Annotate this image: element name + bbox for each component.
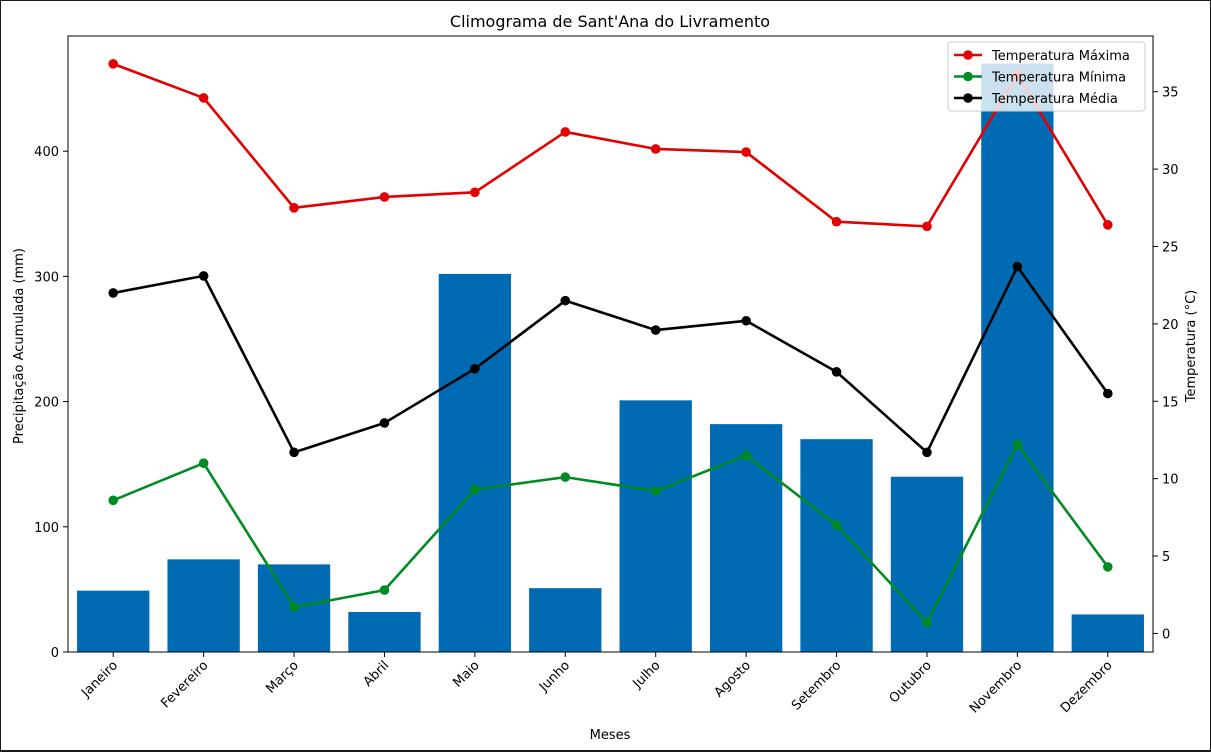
- right-tick-label: 15: [1162, 395, 1179, 410]
- series-2-point-fevereiro: [198, 271, 209, 281]
- series-1-point-setembro: [831, 520, 842, 530]
- series-group-2: [108, 261, 1113, 458]
- right-y-axis: 0 5 10 15 20 25 30 35: [1153, 86, 1179, 642]
- x-tick-label-julho: Julho: [630, 658, 664, 692]
- series-0-point-março: [289, 202, 299, 213]
- series-1-point-outubro: [922, 617, 932, 628]
- chart-title: Climograma de Sant'Ana do Livramento: [450, 12, 770, 31]
- series-2-point-junho: [560, 295, 571, 306]
- series-line-0: [112, 62, 1109, 228]
- temperature-lines: [108, 59, 1113, 628]
- left-axis-label: Precipitação Acumulada (mm): [12, 248, 27, 444]
- legend-marker-0: [963, 50, 973, 60]
- series-line-2: [112, 265, 1109, 454]
- series-2-point-outubro: [922, 447, 932, 458]
- series-group-0: [108, 59, 1113, 232]
- x-tick-label-dezembro: Dezembro: [1058, 658, 1116, 716]
- x-axis: Janeiro Fevereiro Março Abril Maio Junho Julho…: [78, 652, 1116, 716]
- series-line-1: [112, 443, 1109, 624]
- series-2-point-julho: [650, 325, 661, 335]
- x-tick-label-maio: Maio: [450, 658, 482, 690]
- series-1-point-dezembro: [1102, 562, 1113, 572]
- precipitation-bar-setembro: [800, 439, 873, 652]
- plot-area-frame: [67, 35, 1154, 653]
- x-tick-label-fevereiro: Fevereiro: [158, 658, 211, 711]
- legend-box: [947, 41, 1146, 112]
- x-tick-label-outubro: Outubro: [887, 658, 935, 706]
- series-1-point-maio: [470, 484, 480, 495]
- right-tick-label: 5: [1162, 550, 1170, 565]
- series-2-point-dezembro: [1102, 388, 1113, 399]
- precipitation-bar-junho: [529, 588, 602, 652]
- right-tick-label: 30: [1162, 163, 1179, 178]
- right-tick-label: 35: [1162, 86, 1179, 101]
- series-0-point-setembro: [831, 216, 842, 227]
- precipitation-bar-janeiro: [77, 590, 150, 652]
- x-tick-label-setembro: Setembro: [789, 658, 844, 713]
- legend-label-2: Temperatura Média: [991, 92, 1118, 107]
- series-1-point-julho: [650, 486, 661, 496]
- series-2-point-abril: [379, 418, 390, 428]
- series-1-point-janeiro: [108, 495, 119, 506]
- precipitation-bar-dezembro: [1071, 614, 1144, 652]
- x-axis-label: Meses: [590, 728, 631, 743]
- legend-label-0: Temperatura Máxima: [991, 49, 1130, 64]
- series-0-point-fevereiro: [198, 93, 209, 103]
- precipitation-bar-abril: [348, 611, 421, 652]
- right-axis-label: Temperatura (°C): [1184, 290, 1199, 403]
- x-tick-label-abril: Abril: [361, 658, 393, 690]
- precipitation-bar-novembro: [981, 63, 1054, 652]
- series-0-point-outubro: [922, 221, 932, 232]
- series-1-point-agosto: [741, 450, 751, 461]
- series-0-point-julho: [650, 144, 661, 154]
- series-1-point-abril: [379, 585, 390, 595]
- series-2-point-março: [289, 447, 299, 458]
- left-tick-label: 300: [34, 270, 59, 285]
- x-tick-label-março: Março: [263, 658, 301, 696]
- series-0-point-abril: [379, 192, 390, 202]
- series-2-point-janeiro: [108, 288, 119, 298]
- left-y-axis: 0 100 200 300 400: [34, 145, 68, 661]
- series-2-point-setembro: [831, 367, 842, 377]
- series-2-point-novembro: [1012, 261, 1023, 272]
- precipitation-bar-agosto: [709, 424, 783, 652]
- series-0-point-agosto: [741, 147, 751, 157]
- right-tick-label: 20: [1162, 318, 1179, 333]
- left-tick-label: 200: [34, 396, 59, 411]
- series-2-point-maio: [470, 363, 480, 374]
- right-tick-label: 25: [1162, 240, 1179, 255]
- legend-marker-1: [963, 71, 973, 82]
- series-1-point-novembro: [1012, 439, 1023, 450]
- left-tick-label: 100: [34, 521, 59, 536]
- precipitation-bar-fevereiro: [167, 559, 240, 652]
- precipitation-bar-maio: [438, 273, 512, 652]
- left-tick-label: 0: [51, 646, 59, 661]
- left-tick-label: 400: [34, 145, 59, 160]
- precipitation-bar-julho: [619, 400, 692, 652]
- series-1-point-março: [289, 602, 299, 612]
- series-0-point-janeiro: [108, 59, 119, 69]
- legend-marker-2: [963, 93, 973, 103]
- legend-label-1: Temperatura Mínima: [991, 71, 1126, 86]
- series-2-point-agosto: [741, 315, 751, 326]
- x-tick-label-agosto: Agosto: [712, 658, 754, 700]
- legend: Temperatura Máxima Temperatura Mínima Temp…: [947, 41, 1146, 112]
- series-1-point-junho: [560, 472, 571, 482]
- x-tick-label-novembro: Novembro: [967, 658, 1025, 716]
- series-1-point-fevereiro: [198, 458, 209, 468]
- x-tick-label-janeiro: Janeiro: [78, 658, 121, 701]
- series-0-point-maio: [470, 187, 480, 198]
- series-0-point-dezembro: [1102, 220, 1113, 230]
- series-0-point-junho: [560, 127, 571, 137]
- right-tick-label: 10: [1162, 473, 1179, 488]
- series-group-1: [108, 439, 1113, 628]
- precipitation-bars: [77, 63, 1144, 652]
- x-tick-label-junho: Junho: [536, 658, 573, 695]
- right-tick-label: 0: [1162, 627, 1170, 642]
